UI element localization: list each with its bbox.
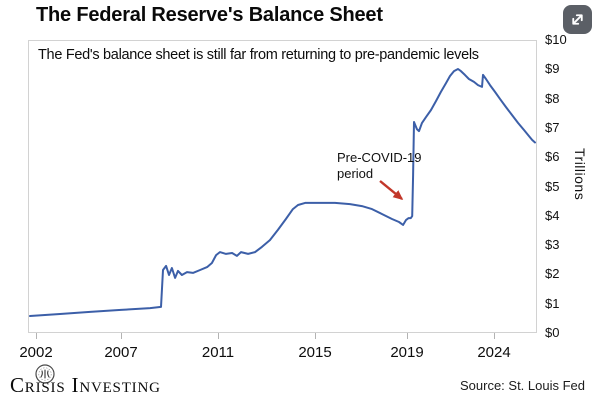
- y-tick-label: $8: [545, 91, 560, 106]
- x-tick-label: 2011: [201, 344, 235, 361]
- y-tick-label: $0: [545, 325, 560, 340]
- y-tick-label: $10: [545, 32, 567, 47]
- expand-diagonal-arrows-icon: [569, 11, 586, 28]
- page-title: The Federal Reserve's Balance Sheet: [36, 4, 383, 26]
- x-tick: [494, 333, 495, 339]
- y-tick-label: $2: [545, 266, 560, 281]
- y-tick-label: $5: [545, 179, 560, 194]
- chart-subtitle: The Fed's balance sheet is still far fro…: [38, 47, 479, 63]
- annotation-line-2: period: [337, 166, 374, 181]
- source-credit: Source: St. Louis Fed: [459, 378, 585, 393]
- x-tick: [121, 333, 122, 339]
- x-tick: [407, 333, 408, 339]
- y-tick-label: $1: [545, 296, 560, 311]
- brand-seal-icon: [34, 363, 56, 390]
- x-tick: [315, 333, 316, 339]
- y-tick-label: $3: [545, 237, 560, 252]
- y-tick-label: $9: [545, 61, 560, 76]
- y-tick-label: $6: [545, 149, 560, 164]
- annotation-line-1: Pre-COVID-19: [337, 150, 422, 165]
- brand-logo: Crisis Investing: [10, 373, 161, 397]
- x-tick: [36, 333, 37, 339]
- x-tick-label: 2015: [298, 344, 332, 361]
- x-tick-label: 2024: [477, 344, 511, 361]
- expand-button[interactable]: [563, 5, 592, 34]
- x-tick-label: 2019: [390, 344, 424, 361]
- y-axis-title: Trillions: [572, 148, 588, 201]
- x-tick-label: 2007: [104, 344, 138, 361]
- x-tick-label: 2002: [19, 344, 53, 361]
- x-tick: [218, 333, 219, 339]
- annotation-pre-covid: Pre-COVID-19 period: [337, 150, 422, 182]
- y-tick-label: $4: [545, 208, 560, 223]
- y-tick-label: $7: [545, 120, 560, 135]
- plot-area: The Fed's balance sheet is still far fro…: [28, 40, 537, 333]
